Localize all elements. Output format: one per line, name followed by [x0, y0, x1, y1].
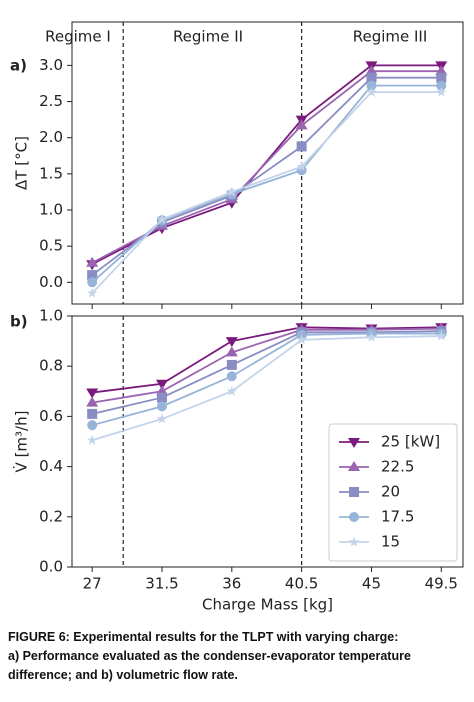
- caption-line: difference; and b) volumetric flow rate.: [8, 668, 238, 682]
- y-tick-label: 1.5: [39, 164, 63, 182]
- marker: [349, 487, 359, 497]
- regime-label: Regime I: [45, 28, 111, 46]
- marker: [366, 86, 377, 97]
- marker: [226, 359, 237, 370]
- marker: [226, 186, 238, 197]
- marker: [436, 330, 447, 341]
- marker: [436, 80, 447, 91]
- chart: 0.0 0.5 1.0 1.5 2.0 2.5 3.0 Regime I Regime II Re…: [10, 21, 464, 614]
- y-tick-label: 3.0: [39, 56, 63, 74]
- legend-label: 20: [381, 483, 400, 501]
- marker: [436, 86, 447, 97]
- panel-label: b): [10, 313, 28, 331]
- y-tick-label: 0.2: [39, 507, 63, 525]
- x-tick-label: 40.5: [285, 575, 318, 593]
- x-axis-label: Charge Mass [kg]: [202, 596, 333, 614]
- series-line: [91, 76, 442, 276]
- legend-box: [328, 423, 458, 562]
- marker: [366, 80, 377, 91]
- x-tick-label: 36: [222, 575, 241, 593]
- y-tick-label: 2.5: [39, 92, 63, 110]
- marker: [348, 536, 360, 547]
- marker: [87, 420, 98, 431]
- marker: [296, 334, 307, 345]
- plot-frame: [71, 21, 464, 305]
- marker: [225, 337, 238, 348]
- series-line: [92, 327, 442, 404]
- legend-label: 15: [381, 533, 400, 551]
- legend-label: 17.5: [381, 508, 414, 526]
- marker: [86, 256, 99, 267]
- marker: [348, 461, 360, 471]
- caption-line: a) Performance evaluated as the condense…: [8, 649, 411, 663]
- y-tick-label: 0.8: [39, 357, 63, 375]
- marker: [86, 434, 98, 445]
- marker: [156, 213, 168, 224]
- x-tick-label: 49.5: [425, 575, 458, 593]
- plot-frame: [71, 315, 464, 568]
- y-axis-label: V̇ [m³/h]: [12, 411, 31, 473]
- marker: [87, 277, 98, 288]
- marker: [87, 408, 98, 419]
- y-tick-label: 0.4: [39, 457, 63, 475]
- y-tick-label: 0.0: [39, 558, 63, 576]
- y-axis-label: ΔT [°C]: [13, 136, 31, 190]
- marker: [349, 512, 359, 522]
- panel-label: a): [10, 57, 27, 75]
- marker: [435, 65, 448, 76]
- marker: [86, 388, 99, 399]
- marker: [86, 287, 98, 298]
- y-tick-label: 2.0: [39, 128, 63, 146]
- marker: [296, 161, 307, 172]
- marker: [225, 346, 238, 357]
- marker: [366, 331, 377, 342]
- caption: FIGURE 6: Experimental results for the T…: [8, 628, 468, 685]
- series-line: [91, 70, 442, 264]
- y-tick-label: 0.0: [39, 273, 63, 291]
- marker: [156, 413, 168, 424]
- marker: [226, 385, 238, 396]
- marker: [366, 72, 377, 83]
- x-tick-label: 45: [362, 575, 381, 593]
- marker: [156, 392, 167, 403]
- legend-label: 25 [kW]: [381, 433, 440, 451]
- marker: [155, 379, 168, 390]
- legend-label: 22.5: [381, 458, 414, 476]
- y-tick-label: 0.6: [39, 407, 63, 425]
- series-line: [92, 326, 442, 394]
- marker: [296, 141, 307, 152]
- marker: [87, 270, 98, 281]
- caption-line: FIGURE 6: Experimental results for the T…: [8, 630, 399, 644]
- x-tick-label: 27: [83, 575, 102, 593]
- x-tick-label: 31.5: [145, 575, 178, 593]
- series-line: [91, 91, 442, 294]
- marker: [86, 396, 99, 407]
- marker: [156, 401, 167, 412]
- marker: [436, 72, 447, 83]
- marker: [226, 371, 237, 382]
- regime-label: Regime III: [353, 28, 428, 46]
- series-line: [91, 330, 442, 415]
- marker: [365, 65, 378, 76]
- y-tick-label: 0.5: [39, 237, 63, 255]
- y-tick-label: 1.0: [39, 201, 63, 219]
- series-line: [91, 335, 442, 442]
- series-line: [91, 84, 442, 283]
- marker: [348, 438, 360, 448]
- regime-label: Regime II: [173, 28, 243, 46]
- series-line: [91, 332, 442, 427]
- y-tick-label: 1.0: [39, 307, 63, 325]
- marker: [295, 119, 308, 130]
